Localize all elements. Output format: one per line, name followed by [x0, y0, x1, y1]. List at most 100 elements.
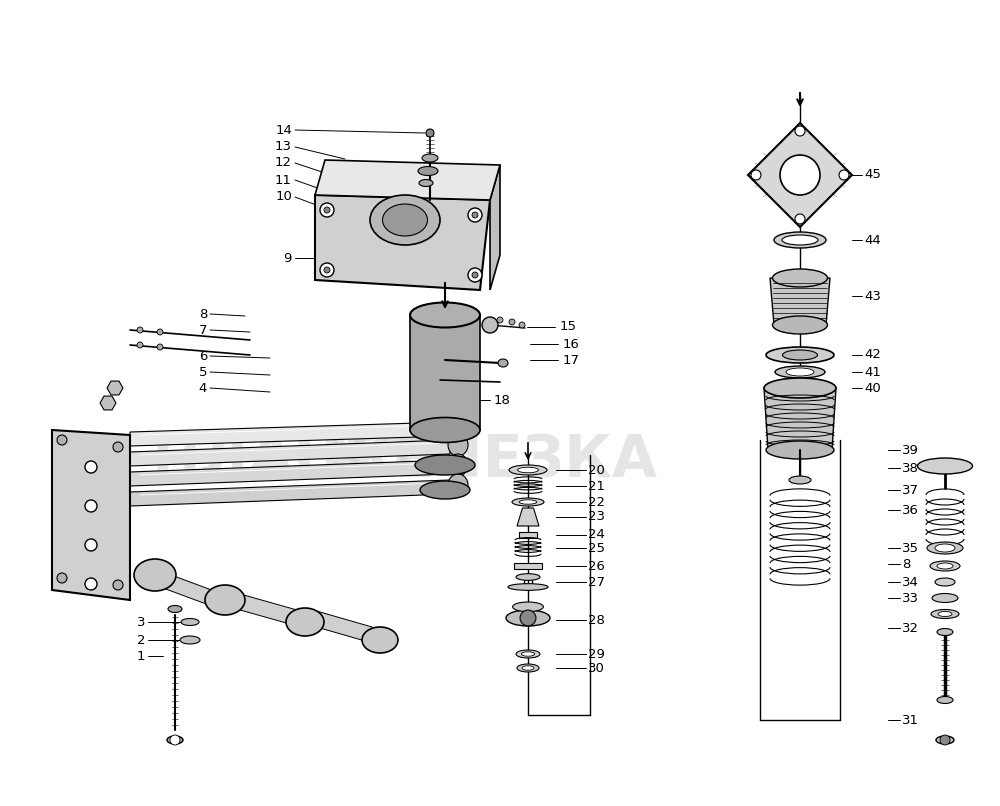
- Ellipse shape: [420, 481, 470, 499]
- Circle shape: [324, 267, 330, 273]
- Ellipse shape: [168, 605, 182, 613]
- Text: 12: 12: [275, 156, 292, 169]
- Circle shape: [472, 272, 478, 278]
- Text: 29: 29: [588, 647, 605, 660]
- Polygon shape: [107, 381, 123, 395]
- Ellipse shape: [517, 664, 539, 672]
- Text: 6: 6: [199, 350, 207, 363]
- Ellipse shape: [775, 366, 825, 378]
- Circle shape: [468, 208, 482, 222]
- Ellipse shape: [766, 347, 834, 363]
- Circle shape: [426, 129, 434, 137]
- Ellipse shape: [410, 302, 480, 327]
- Text: 11: 11: [275, 173, 292, 186]
- Circle shape: [320, 263, 334, 277]
- Text: 32: 32: [902, 621, 919, 634]
- Text: 34: 34: [902, 575, 919, 588]
- Circle shape: [468, 268, 482, 282]
- Ellipse shape: [205, 585, 245, 615]
- Circle shape: [320, 203, 334, 217]
- Ellipse shape: [167, 736, 183, 744]
- Text: 25: 25: [588, 542, 605, 555]
- Text: 17: 17: [563, 354, 580, 367]
- Circle shape: [751, 170, 761, 180]
- Polygon shape: [130, 460, 450, 486]
- Circle shape: [324, 207, 330, 213]
- Circle shape: [497, 317, 503, 323]
- Polygon shape: [163, 572, 217, 608]
- Polygon shape: [313, 610, 372, 643]
- Ellipse shape: [519, 500, 537, 505]
- Ellipse shape: [789, 476, 811, 484]
- Text: 13: 13: [275, 140, 292, 153]
- Ellipse shape: [509, 465, 547, 475]
- Polygon shape: [100, 396, 116, 410]
- Text: 45: 45: [864, 168, 881, 181]
- Polygon shape: [315, 195, 490, 290]
- Circle shape: [839, 170, 849, 180]
- Text: 16: 16: [563, 338, 580, 351]
- Text: 42: 42: [864, 348, 881, 362]
- Text: 31: 31: [902, 713, 919, 726]
- Ellipse shape: [286, 608, 324, 636]
- Text: 8: 8: [199, 308, 207, 321]
- Ellipse shape: [180, 636, 200, 644]
- Ellipse shape: [418, 167, 438, 176]
- Polygon shape: [130, 480, 450, 506]
- Bar: [514, 563, 542, 569]
- Text: 3: 3: [136, 616, 145, 629]
- Polygon shape: [748, 123, 852, 227]
- Circle shape: [85, 539, 97, 551]
- Ellipse shape: [937, 563, 953, 569]
- Text: 26: 26: [588, 559, 605, 572]
- Ellipse shape: [522, 666, 534, 671]
- Text: 21: 21: [588, 480, 605, 492]
- Circle shape: [940, 735, 950, 745]
- Ellipse shape: [415, 455, 475, 475]
- Ellipse shape: [419, 180, 433, 186]
- Ellipse shape: [782, 235, 818, 245]
- Ellipse shape: [927, 542, 963, 554]
- Text: 8: 8: [902, 558, 910, 571]
- Ellipse shape: [516, 650, 540, 658]
- Circle shape: [482, 317, 498, 333]
- Text: 27: 27: [588, 575, 605, 588]
- Ellipse shape: [516, 574, 540, 580]
- Ellipse shape: [764, 378, 836, 398]
- Circle shape: [137, 327, 143, 333]
- Ellipse shape: [410, 418, 480, 442]
- Ellipse shape: [382, 204, 428, 236]
- Circle shape: [157, 344, 163, 350]
- Text: 36: 36: [902, 504, 919, 517]
- Polygon shape: [130, 422, 450, 446]
- Circle shape: [57, 573, 67, 583]
- Ellipse shape: [181, 618, 199, 625]
- Text: 18: 18: [494, 393, 511, 406]
- Ellipse shape: [370, 195, 440, 245]
- Ellipse shape: [766, 441, 834, 459]
- Ellipse shape: [772, 316, 828, 334]
- Text: 44: 44: [864, 234, 881, 247]
- Text: 23: 23: [588, 510, 605, 524]
- Polygon shape: [410, 315, 480, 430]
- Text: ПЛАНЕТА: ПЛАНЕТА: [152, 431, 468, 488]
- Text: 43: 43: [864, 289, 881, 302]
- Circle shape: [170, 735, 180, 745]
- Ellipse shape: [512, 498, 544, 506]
- Ellipse shape: [518, 467, 538, 473]
- Text: 2: 2: [136, 634, 145, 646]
- Ellipse shape: [362, 627, 398, 653]
- Circle shape: [85, 578, 97, 590]
- Circle shape: [509, 319, 515, 325]
- Text: 30: 30: [588, 662, 605, 675]
- Text: 22: 22: [588, 496, 605, 509]
- Circle shape: [795, 214, 805, 224]
- Ellipse shape: [521, 652, 535, 656]
- Ellipse shape: [936, 736, 954, 744]
- Polygon shape: [52, 430, 130, 600]
- Text: 35: 35: [902, 542, 919, 555]
- Ellipse shape: [931, 609, 959, 618]
- Circle shape: [85, 500, 97, 512]
- Ellipse shape: [932, 593, 958, 603]
- Circle shape: [472, 212, 478, 218]
